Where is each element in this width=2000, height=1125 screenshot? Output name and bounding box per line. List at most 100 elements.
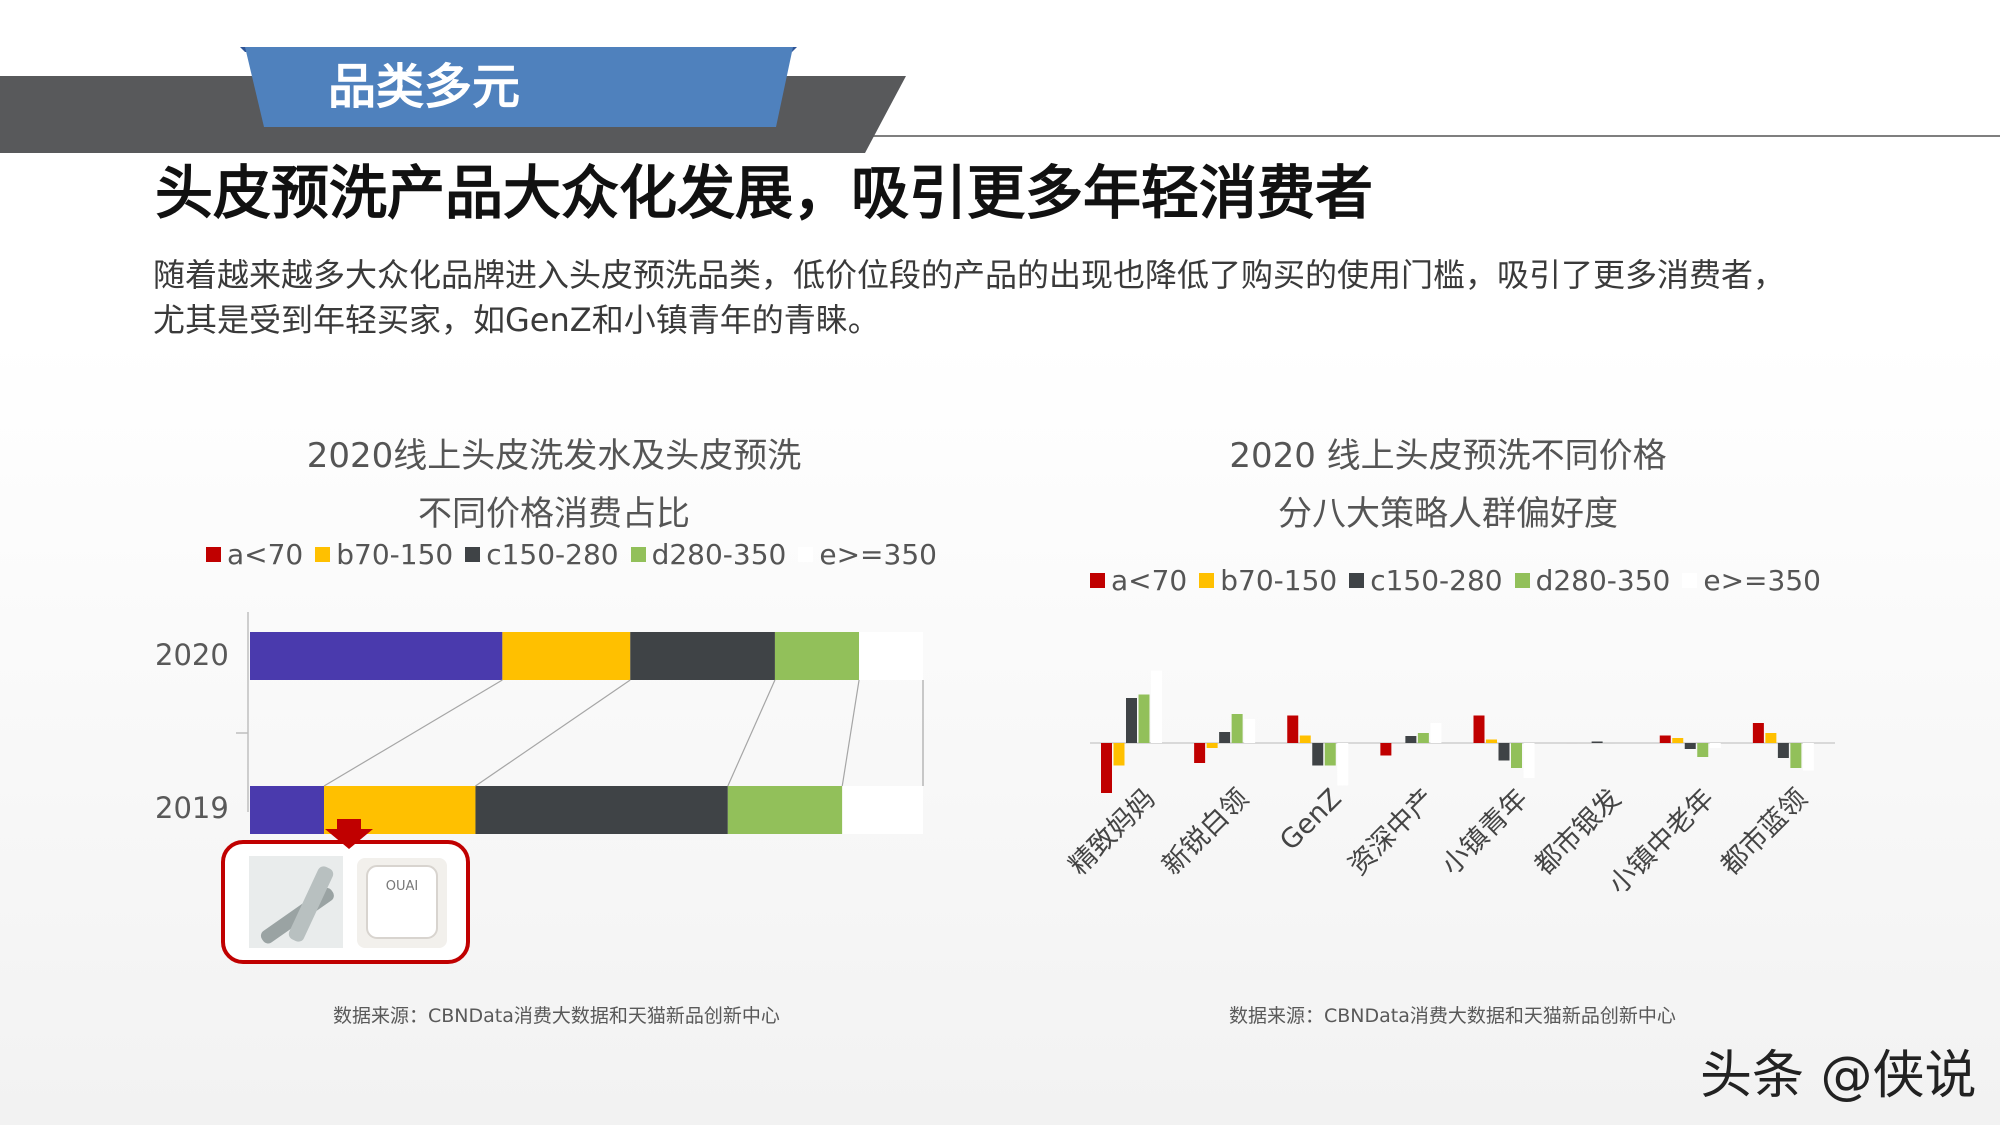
- legend-swatch: [465, 546, 481, 562]
- chart2-bar: [1523, 743, 1535, 778]
- chart1-category-label: 2019: [155, 791, 229, 825]
- chart2-title-line2: 分八大策略人群偏好度: [1278, 494, 1618, 534]
- chart2-bar: [1672, 738, 1684, 743]
- chart2-bar: [1113, 743, 1125, 766]
- legend-swatch: [798, 546, 814, 562]
- product-images: OUAI: [249, 856, 447, 948]
- chart2-bar: [1709, 743, 1721, 748]
- chart2-bar: [1405, 736, 1417, 743]
- chart2-bar: [1206, 743, 1218, 748]
- chart2-bar: [1299, 735, 1311, 743]
- chart2-category-label: 小镇青年: [1436, 783, 1534, 881]
- chart2-bar: [1194, 743, 1206, 763]
- description-line-2: 尤其是受到年轻买家，如GenZ和小镇青年的青睐。: [153, 301, 880, 339]
- chart1-bar-segment: [842, 786, 923, 834]
- jar-shape: [366, 865, 438, 939]
- chart1-legend: a<70 b70-150 c150-280 d280-350 e>=350: [206, 538, 949, 571]
- section-tag: 品类多元: [328, 59, 521, 115]
- legend-label: a<70: [227, 538, 304, 571]
- chart2-bar: [1287, 715, 1299, 743]
- chart1-bar-segment: [630, 632, 775, 680]
- chart2-category-label: 新锐白领: [1156, 783, 1254, 881]
- legend-label: c150-280: [1370, 564, 1503, 597]
- legend-label: d280-350: [1535, 564, 1671, 597]
- chart2-category-label: GenZ: [1274, 783, 1348, 857]
- legend-item: d280-350: [1514, 564, 1671, 597]
- legend-item: b70-150: [1199, 564, 1337, 597]
- chart2-bar: [1231, 714, 1243, 743]
- chart2-category-label: 资深中产: [1343, 783, 1441, 881]
- legend-swatch: [1514, 572, 1530, 588]
- legend-label: e>=350: [1703, 564, 1821, 597]
- legend-label: b70-150: [1220, 564, 1338, 597]
- chart1-connector-line: [323, 679, 503, 787]
- chart2-bar: [1151, 670, 1162, 743]
- chart1-bar-segment: [250, 632, 503, 680]
- legend-label: a<70: [1111, 564, 1188, 597]
- chart2-bar: [1511, 743, 1522, 768]
- chart2-bar: [1219, 732, 1231, 743]
- chart2-category-label: 都市银发: [1529, 783, 1627, 881]
- chart2-bar: [1126, 698, 1137, 743]
- chart2-bar: [1417, 733, 1429, 743]
- chart2-bar: [1312, 743, 1324, 766]
- jar-logo: OUAI: [386, 879, 418, 894]
- chart1-bar-segment: [774, 632, 860, 680]
- legend-label: b70-150: [336, 538, 454, 571]
- chart1-title-line1: 2020线上头皮洗发水及头皮预洗: [306, 436, 802, 476]
- chart2-bar: [1498, 743, 1510, 761]
- chart2-legend: a<70 b70-150 c150-280 d280-350 e>=350: [1090, 564, 1833, 597]
- legend-label: e>=350: [819, 538, 937, 571]
- chart1-bar-segment: [250, 786, 325, 834]
- down-arrow-icon: [325, 819, 373, 849]
- chart2-bar: [1138, 694, 1150, 743]
- chart1-bar-segment: [502, 632, 631, 680]
- chart1-bar-segment: [475, 786, 728, 834]
- chart2-bar: [1473, 715, 1485, 743]
- chart2-bar: [1101, 743, 1112, 793]
- legend-swatch: [1090, 572, 1105, 588]
- section-tag-shape: [245, 47, 793, 127]
- page-title: 头皮预洗产品大众化发展，吸引更多年轻消费者: [155, 159, 1374, 227]
- chart2-category-label: 精致妈妈: [1063, 783, 1161, 881]
- chart2-bar: [1380, 743, 1392, 756]
- legend-swatch: [630, 546, 646, 562]
- legend-label: d280-350: [651, 538, 787, 571]
- chart2-bar: [1659, 735, 1671, 743]
- chart1-bar-segment: [859, 632, 923, 680]
- chart1-connector-line: [475, 679, 631, 787]
- chart1-category-label: 2020: [155, 638, 229, 672]
- legend-label: c150-280: [486, 538, 619, 571]
- legend-item: b70-150: [315, 538, 453, 571]
- chart1-title-line2: 不同价格消费占比: [418, 494, 690, 534]
- chart2-bar: [1430, 723, 1442, 743]
- legend-swatch: [1682, 572, 1698, 588]
- legend-item: e>=350: [798, 538, 937, 571]
- legend-item: e>=350: [1682, 564, 1821, 597]
- chart2-bar: [1802, 743, 1814, 771]
- legend-swatch: [1199, 572, 1215, 588]
- legend-item: c150-280: [465, 538, 619, 571]
- legend-swatch: [206, 546, 221, 562]
- chart1-bar-segment: [727, 786, 843, 834]
- chart1-connector-line: [727, 679, 776, 787]
- chart2-category-label: 都市蓝领: [1715, 783, 1813, 881]
- legend-swatch: [1349, 572, 1365, 588]
- tube-shape: [288, 866, 334, 942]
- chart2-bar: [1337, 743, 1349, 786]
- legend-item: d280-350: [630, 538, 787, 571]
- legend-item: a<70: [1090, 564, 1187, 597]
- chart2-bar: [1684, 743, 1696, 749]
- chart2-bar: [1765, 733, 1777, 743]
- chart1-source: 数据来源：CBNData消费大数据和天猫新品创新中心: [333, 1005, 780, 1027]
- chart1-connector-line: [841, 679, 860, 787]
- chart2-bar: [1591, 741, 1603, 743]
- chart2-bar: [1324, 743, 1336, 766]
- chart2-bar: [1777, 743, 1789, 758]
- chart2-bar: [1790, 743, 1802, 768]
- chart2-bar: [1752, 723, 1764, 743]
